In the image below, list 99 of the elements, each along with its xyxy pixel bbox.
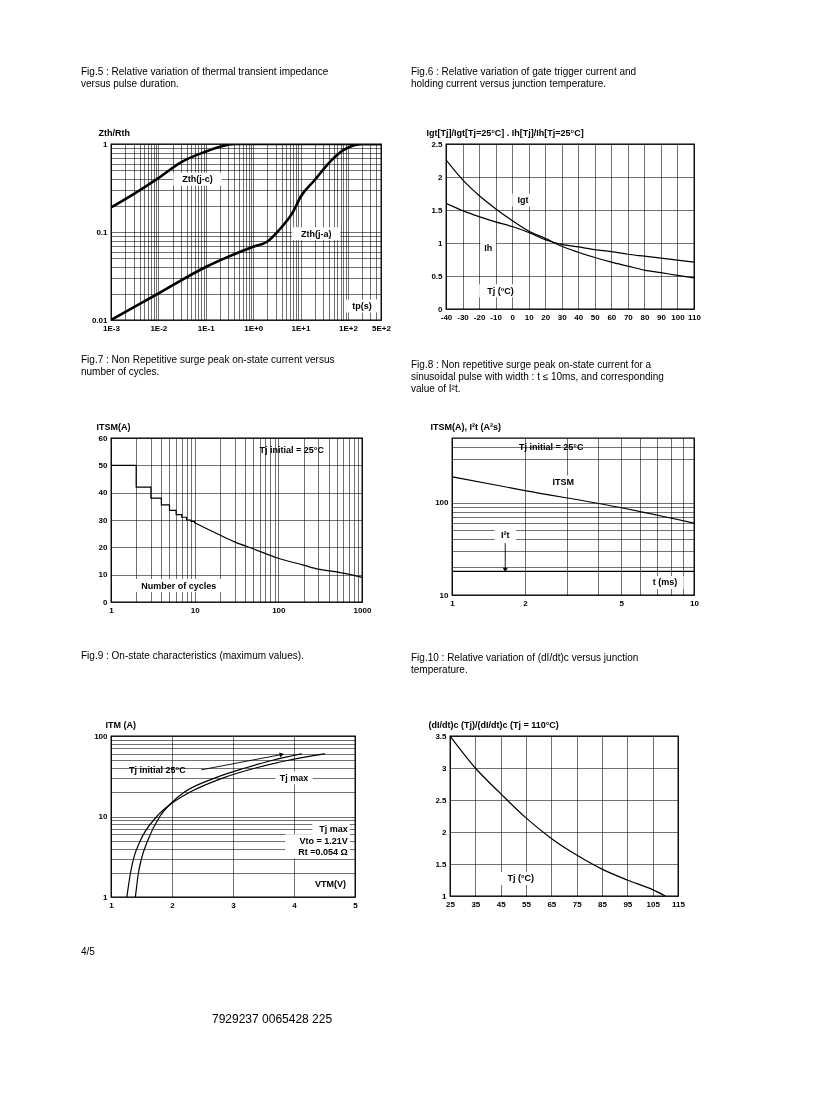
y-axis-title: ITSM(A) bbox=[96, 421, 131, 432]
x-tick-label: 90 bbox=[656, 312, 667, 322]
annotation: Vto = 1.21V bbox=[299, 835, 348, 846]
y-tick-label: 2 bbox=[438, 172, 444, 182]
y-axis-title: ITSM(A), I²t (A²s) bbox=[430, 421, 501, 432]
x-axis-title: Tj (°C) bbox=[507, 873, 534, 884]
x-tick-label: 10 bbox=[690, 598, 700, 608]
y-tick-label: 3.5 bbox=[435, 731, 448, 741]
x-tick-label: 2 bbox=[170, 900, 176, 910]
x-tick-label: 35 bbox=[471, 899, 481, 909]
x-tick-label: 1E+0 bbox=[244, 323, 264, 333]
chart-title: Fig.7 : Non Repetitive surge peak on-state current versus number of cycles. bbox=[81, 354, 335, 377]
y-tick-label: 10 bbox=[98, 570, 109, 580]
x-axis-title: tp(s) bbox=[352, 300, 372, 311]
y-axis-title: Igt[Tj]/Igt[Tj=25°C] . Ih[Tj]/Ih[Tj=25°C] bbox=[426, 127, 584, 138]
x-tick-label: -30 bbox=[457, 312, 470, 322]
x-tick-label: 60 bbox=[607, 312, 617, 322]
x-tick-label: 1E-1 bbox=[197, 323, 216, 333]
x-tick-label: 100 bbox=[671, 312, 686, 322]
y-axis-title: ITM (A) bbox=[105, 719, 136, 730]
y-axis-title: (dI/dt)c (Tj)/(dI/dt)c (Tj = 110°C) bbox=[428, 719, 559, 730]
y-tick-label: 1 bbox=[438, 238, 444, 248]
x-tick-label: 80 bbox=[640, 312, 650, 322]
x-tick-label: 85 bbox=[598, 899, 608, 909]
x-tick-label: 3 bbox=[231, 900, 237, 910]
text: I²t bbox=[500, 530, 510, 541]
y-tick-label: 2.5 bbox=[431, 139, 444, 149]
x-axis-title: Tj (°C) bbox=[487, 285, 514, 296]
y-tick-label: 2 bbox=[442, 827, 448, 837]
x-axis-title: t (ms) bbox=[652, 577, 678, 588]
series-label: ITSM bbox=[552, 476, 575, 487]
chart-title: Fig.9 : On-state characteristics (maximum values). bbox=[81, 650, 304, 661]
y-tick-label: 1.5 bbox=[435, 859, 448, 869]
x-tick-label: 0 bbox=[510, 312, 516, 322]
y-tick-label: 0.1 bbox=[96, 227, 109, 237]
y-tick-label: 1.5 bbox=[431, 205, 444, 215]
x-tick-label: 45 bbox=[496, 899, 507, 909]
x-tick-label: 25 bbox=[446, 899, 456, 909]
y-tick-label: 3 bbox=[442, 763, 448, 773]
text: 4/5 bbox=[80, 945, 96, 957]
x-axis-title: Number of cycles bbox=[141, 580, 217, 591]
series-label: Zth(j-a) bbox=[300, 228, 332, 239]
x-tick-label: -10 bbox=[490, 312, 503, 322]
y-axis-title: Zth/Rth bbox=[98, 127, 130, 138]
annotation: Tj max bbox=[319, 823, 348, 834]
y-tick-label: 10 bbox=[439, 590, 450, 600]
x-tick-label: 40 bbox=[574, 312, 584, 322]
series-label: Igt bbox=[517, 195, 529, 206]
x-tick-label: 10 bbox=[524, 312, 535, 322]
x-tick-label: 110 bbox=[688, 312, 702, 322]
x-tick-label: 20 bbox=[541, 312, 551, 322]
y-tick-label: 2.5 bbox=[435, 795, 448, 805]
x-tick-label: 4 bbox=[292, 900, 298, 910]
y-tick-label: 20 bbox=[98, 542, 109, 552]
y-tick-label: 10 bbox=[98, 812, 109, 821]
y-tick-label: 60 bbox=[98, 433, 109, 443]
y-tick-label: 0 bbox=[438, 304, 444, 314]
chart-title: Fig.10 : Relative variation of (dI/dt)c versus junction temperature. bbox=[411, 652, 639, 675]
x-tick-label: 5 bbox=[353, 900, 359, 910]
x-tick-label: 95 bbox=[623, 899, 633, 909]
y-tick-label: 0.01 bbox=[91, 315, 109, 325]
y-tick-label: 100 bbox=[94, 731, 109, 741]
x-tick-label: 1000 bbox=[353, 605, 372, 615]
x-tick-label: 1E-2 bbox=[150, 323, 168, 333]
x-tick-label: 115 bbox=[672, 899, 686, 909]
x-tick-label: 2 bbox=[523, 598, 529, 608]
x-axis-title: VTM(V) bbox=[315, 879, 347, 890]
y-tick-label: 1 bbox=[442, 891, 448, 901]
x-tick-label: 1E+1 bbox=[291, 323, 312, 333]
y-tick-label: 0.5 bbox=[431, 271, 444, 281]
x-tick-label: 65 bbox=[547, 899, 557, 909]
x-tick-label: 75 bbox=[572, 899, 583, 909]
x-tick-label: 55 bbox=[522, 899, 532, 909]
x-tick-label: 105 bbox=[646, 899, 661, 909]
x-tick-label: -20 bbox=[473, 312, 486, 322]
chart-title: Fig.5 : Relative variation of thermal transient impedance versus pulse duration. bbox=[81, 66, 329, 89]
y-tick-label: 1 bbox=[103, 139, 109, 149]
x-tick-label: 1E+2 bbox=[338, 323, 359, 333]
y-tick-label: 100 bbox=[435, 498, 450, 508]
y-tick-label: 50 bbox=[98, 460, 109, 470]
y-tick-label: 40 bbox=[98, 488, 109, 498]
x-tick-label: 70 bbox=[623, 312, 634, 322]
series-label: Tj max bbox=[279, 772, 309, 783]
x-tick-label: 5 bbox=[619, 598, 625, 608]
text: Ih bbox=[484, 242, 493, 253]
x-tick-label: 50 bbox=[590, 312, 601, 322]
text: 7929237 0065428 225 bbox=[211, 1012, 333, 1027]
x-tick-label: -40 bbox=[440, 312, 453, 322]
chart-title: Fig.8 : Non repetitive surge peak on-state current for a sinusoidal pulse with width : t ≤ 10ms, and corresponding value of I²t. bbox=[411, 359, 664, 394]
y-tick-label: 1 bbox=[103, 892, 109, 902]
x-tick-label: 1E-3 bbox=[103, 323, 121, 333]
x-tick-label: 10 bbox=[190, 605, 201, 615]
x-tick-label: 30 bbox=[557, 312, 568, 322]
chart-title: Fig.6 : Relative variation of gate trigger current and holding current versus junction temperature. bbox=[411, 66, 637, 89]
x-tick-label: 5E+2 bbox=[372, 323, 392, 333]
series-label: Zth(j-c) bbox=[182, 174, 213, 185]
y-tick-label: 30 bbox=[98, 515, 109, 525]
annotation: Rt =0.054 Ω bbox=[298, 846, 348, 857]
x-tick-label: 100 bbox=[272, 605, 287, 615]
